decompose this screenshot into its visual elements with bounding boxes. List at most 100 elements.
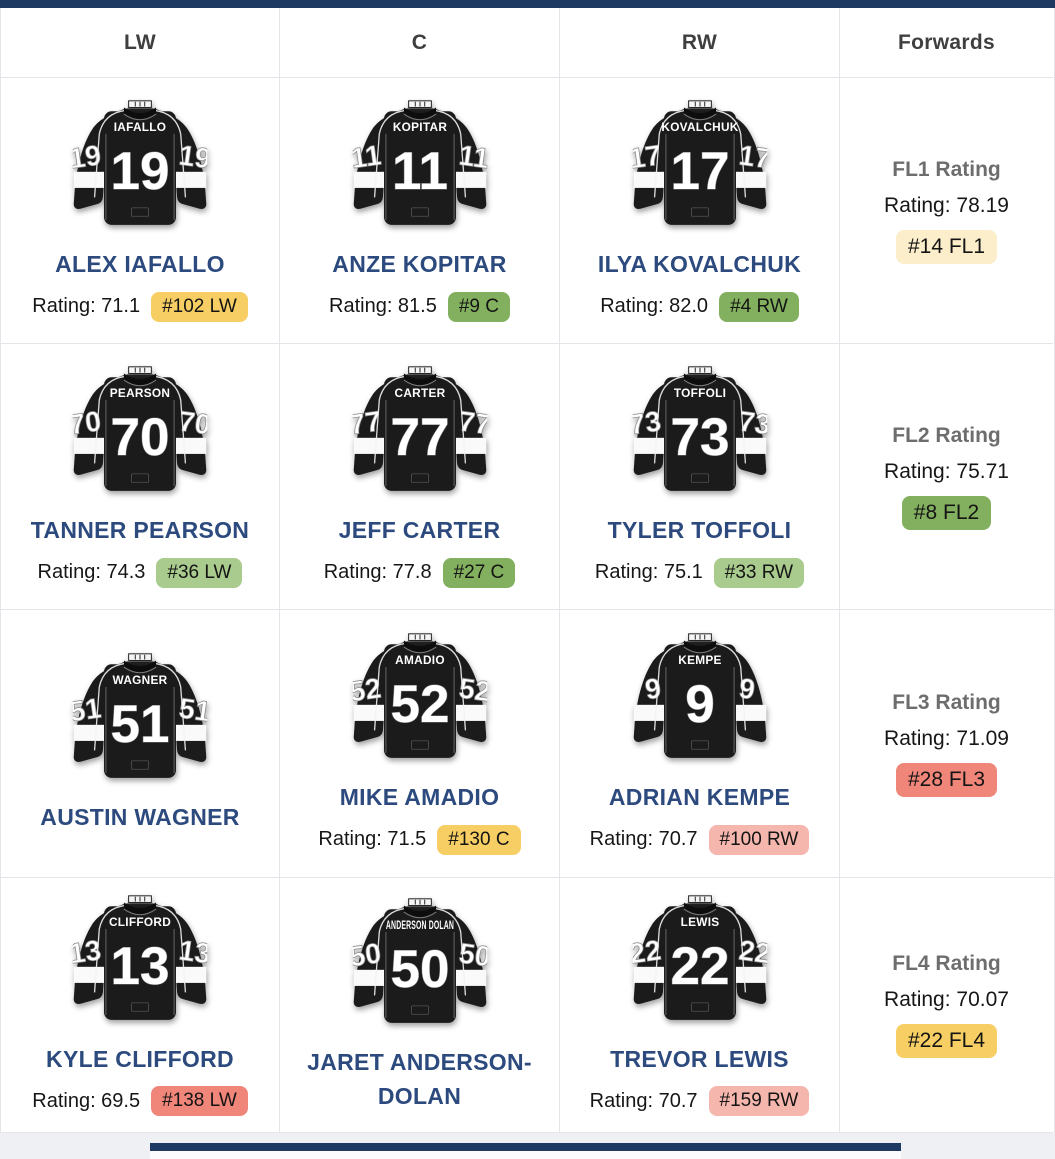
jersey-name-text: KOPITAR bbox=[392, 120, 447, 134]
player-name-link[interactable]: ILYA KOVALCHUK bbox=[597, 251, 802, 278]
jersey-number-text: 9 bbox=[685, 675, 714, 734]
summary-cell-fl3: FL3 Rating Rating: 71.09 #28 FL3 bbox=[840, 610, 1053, 878]
summary-cell-fl1: FL1 Rating Rating: 78.19 #14 FL1 bbox=[840, 78, 1053, 344]
jersey-image-icon: 52 52 AMADIO 52 bbox=[352, 633, 487, 759]
sleeve-number-right: 51 bbox=[177, 693, 211, 729]
rating-value: Rating: 77.8 bbox=[323, 561, 432, 584]
line-rating-value: Rating: 70.07 bbox=[884, 988, 1009, 1011]
jersey-name-text: WAGNER bbox=[113, 673, 168, 687]
rating-line: Rating: 70.7 #100 RW bbox=[590, 824, 810, 855]
jersey-image-icon: 70 70 PEARSON 70 bbox=[73, 366, 207, 492]
rating-value: Rating: 70.7 bbox=[589, 1089, 698, 1112]
player-jersey: 19 19 IAFALLO 19 bbox=[69, 99, 211, 238]
jersey-number-text: 70 bbox=[111, 408, 170, 467]
player-cell-kopitar: 11 11 KOPITAR 11 ANZE KOPITAR Rating: 81… bbox=[280, 78, 560, 344]
player-jersey: 51 51 WAGNER 51 bbox=[69, 652, 211, 791]
line-rating-title: FL2 Rating bbox=[892, 423, 1001, 447]
jersey-image-icon: 73 73 TOFFOLI 73 bbox=[632, 366, 767, 492]
jersey-name-text: IAFALLO bbox=[114, 120, 167, 134]
player-name-link[interactable]: ALEX IAFALLO bbox=[55, 251, 225, 278]
jersey-image-icon: 11 11 KOPITAR 11 bbox=[352, 100, 487, 226]
jersey-name-text: TOFFOLI bbox=[673, 386, 725, 400]
player-name-link[interactable]: KYLE CLIFFORD bbox=[46, 1045, 234, 1072]
player-cell-wagner: 51 51 WAGNER 51 AUSTIN WAGNER bbox=[1, 610, 280, 878]
rank-badge: #100 RW bbox=[708, 824, 810, 855]
jersey-number-text: 77 bbox=[390, 408, 449, 467]
player-jersey: 70 70 PEARSON 70 bbox=[69, 365, 211, 504]
rating-line: Rating: 71.1 #102 LW bbox=[32, 291, 248, 322]
jersey-number-text: 13 bbox=[111, 937, 170, 996]
player-name-link[interactable]: TYLER TOFFOLI bbox=[607, 517, 792, 544]
line-rating-value: Rating: 78.19 bbox=[884, 193, 1009, 217]
player-jersey: 11 11 KOPITAR 11 bbox=[349, 99, 491, 238]
rating-line: Rating: 82.0 #4 RW bbox=[600, 291, 799, 322]
line-rating-title: FL4 Rating bbox=[892, 952, 1001, 975]
rank-badge: #159 RW bbox=[708, 1086, 810, 1117]
top-accent-bar bbox=[0, 0, 1055, 8]
player-jersey: 50 50 ANDERSON DOLAN 50 bbox=[349, 897, 491, 1036]
player-name-link[interactable]: ANZE KOPITAR bbox=[332, 251, 507, 278]
jersey-number-text: 52 bbox=[390, 675, 449, 734]
player-name-link[interactable]: JEFF CARTER bbox=[338, 517, 501, 544]
rating-value: Rating: 71.1 bbox=[32, 295, 141, 318]
jersey-image-icon: 9 9 KEMPE 9 bbox=[633, 633, 766, 759]
line-rating-value: Rating: 75.71 bbox=[884, 459, 1009, 483]
rating-line: Rating: 77.8 #27 C bbox=[323, 557, 516, 588]
rating-line: Rating: 70.7 #159 RW bbox=[589, 1086, 810, 1117]
column-header-c: C bbox=[280, 8, 560, 78]
player-name-link[interactable]: JARET ANDERSON-DOLAN bbox=[307, 1048, 532, 1110]
player-name-link[interactable]: TANNER PEARSON bbox=[30, 517, 250, 544]
jersey-image-icon: 77 77 CARTER 77 bbox=[352, 366, 487, 492]
jersey-image-icon: 50 50 ANDERSON DOLAN 50 bbox=[352, 897, 487, 1023]
player-cell-lewis: 22 22 LEWIS 22 TREVOR LEWIS Rating: 70.7… bbox=[560, 878, 840, 1133]
rating-value: Rating: 75.1 bbox=[594, 561, 703, 584]
jersey-number-text: 19 bbox=[111, 142, 170, 201]
jersey-name-text: AMADIO bbox=[395, 653, 445, 667]
player-name-link[interactable]: ADRIAN KEMPE bbox=[608, 784, 791, 811]
player-name-link[interactable]: TREVOR LEWIS bbox=[610, 1045, 789, 1072]
player-jersey: 22 22 LEWIS 22 bbox=[629, 894, 771, 1033]
summary-cell-fl2: FL2 Rating Rating: 75.71 #8 FL2 bbox=[840, 344, 1053, 610]
player-cell-amadio: 52 52 AMADIO 52 MIKE AMADIO Rating: 71.5… bbox=[280, 610, 560, 878]
rank-badge: #102 LW bbox=[151, 291, 248, 322]
player-jersey: 17 17 KOVALCHUK 17 bbox=[629, 99, 771, 238]
line-rank-badge: #22 FL4 bbox=[895, 1024, 998, 1058]
rating-value: Rating: 69.5 bbox=[32, 1089, 141, 1112]
player-jersey: 13 13 CLIFFORD 13 bbox=[69, 894, 211, 1033]
player-cell-clifford: 13 13 CLIFFORD 13 KYLE CLIFFORD Rating: … bbox=[1, 878, 280, 1133]
rating-line: Rating: 74.3 #36 LW bbox=[37, 557, 243, 588]
jersey-image-icon: 19 19 IAFALLO 19 bbox=[73, 100, 207, 226]
rating-value: Rating: 74.3 bbox=[37, 561, 146, 584]
jersey-number-text: 11 bbox=[391, 142, 447, 201]
rating-line: Rating: 81.5 #9 C bbox=[329, 291, 510, 322]
jersey-name-text: PEARSON bbox=[110, 386, 170, 400]
line-rating-title: FL1 Rating bbox=[892, 157, 1001, 181]
rank-badge: #4 RW bbox=[719, 291, 799, 322]
rank-badge: #36 LW bbox=[156, 557, 243, 588]
rating-value: Rating: 81.5 bbox=[329, 295, 437, 318]
jersey-name-text: ANDERSON DOLAN bbox=[385, 918, 453, 932]
player-jersey: 52 52 AMADIO 52 bbox=[349, 632, 491, 771]
line-rank-badge: #14 FL1 bbox=[895, 229, 998, 264]
jersey-number-text: 17 bbox=[670, 142, 729, 201]
jersey-name-text: LEWIS bbox=[680, 915, 719, 929]
player-name-link[interactable]: AUSTIN WAGNER bbox=[40, 804, 240, 831]
rank-badge: #138 LW bbox=[151, 1086, 248, 1117]
rank-badge: #9 C bbox=[447, 291, 510, 322]
line-rank-badge: #28 FL3 bbox=[895, 762, 998, 797]
jersey-name-text: CARTER bbox=[394, 386, 445, 400]
rating-line: Rating: 75.1 #33 RW bbox=[594, 557, 805, 588]
player-cell-kovalchuk: 17 17 KOVALCHUK 17 ILYA KOVALCHUK Rating… bbox=[560, 78, 840, 344]
line-rank-badge: #8 FL2 bbox=[901, 495, 992, 530]
rating-line: Rating: 71.5 #130 C bbox=[318, 824, 521, 855]
jersey-image-icon: 13 13 CLIFFORD 13 bbox=[73, 895, 207, 1020]
rating-line: Rating: 69.5 #138 LW bbox=[32, 1086, 248, 1117]
player-name-link[interactable]: MIKE AMADIO bbox=[339, 784, 500, 811]
rank-badge: #130 C bbox=[437, 824, 521, 855]
player-cell-iafallo: 19 19 IAFALLO 19 ALEX IAFALLO Rating: 71… bbox=[1, 78, 280, 344]
player-jersey: 73 73 TOFFOLI 73 bbox=[629, 365, 771, 504]
player-cell-kempe: 9 9 KEMPE 9 ADRIAN KEMPE Rating: 70.7 #1… bbox=[560, 610, 840, 878]
line-rating-value: Rating: 71.09 bbox=[884, 726, 1009, 750]
jersey-image-icon: 22 22 LEWIS 22 bbox=[632, 895, 767, 1020]
rating-value: Rating: 71.5 bbox=[318, 828, 427, 851]
